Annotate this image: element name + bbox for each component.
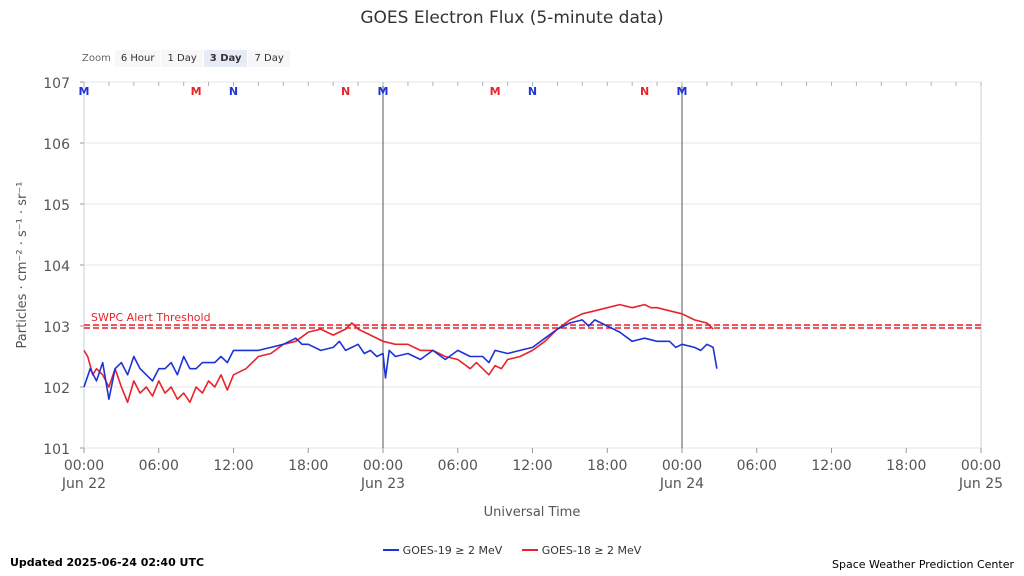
- y-tick-label: 107: [43, 76, 70, 92]
- y-tick-label: 103: [43, 320, 70, 336]
- threshold-label: SWPC Alert Threshold: [91, 311, 211, 324]
- legend-item-goes19[interactable]: GOES-19 ≥ 2 MeV: [382, 543, 503, 557]
- marker-label: M: [378, 85, 389, 98]
- legend-swatch-goes19: [382, 549, 399, 551]
- x-tick-label: 06:00: [737, 458, 777, 474]
- x-tick-label: 00:00: [363, 458, 403, 474]
- zoom-bar: Zoom 6 Hour 1 Day 3 Day 7 Day: [82, 50, 291, 67]
- legend-label-goes19: GOES-19 ≥ 2 MeV: [402, 543, 503, 557]
- alert-threshold: SWPC Alert Threshold: [84, 311, 981, 329]
- x-tick-label: 18:00: [587, 458, 627, 474]
- y-tick-label: 104: [43, 259, 70, 275]
- x-tick-label: 06:00: [438, 458, 478, 474]
- x-tick-date-label: Jun 22: [61, 476, 106, 492]
- zoom-1-day-button[interactable]: 1 Day: [161, 50, 203, 67]
- y-axis-label: Particles · cm⁻² · s⁻¹ · sr⁻¹: [15, 182, 30, 349]
- x-tick-date-label: Jun 23: [360, 476, 405, 492]
- y-tick-label: 106: [43, 137, 70, 153]
- marker-label: N: [528, 85, 537, 98]
- x-tick-date-label: Jun 24: [659, 476, 704, 492]
- x-tick-label: 00:00: [961, 458, 1001, 474]
- source-credit: Space Weather Prediction Center: [832, 558, 1014, 571]
- marker-label: N: [640, 85, 649, 98]
- x-tick-date-label: Jun 25: [958, 476, 1003, 492]
- x-tick-label: 18:00: [886, 458, 926, 474]
- series-line-goes19: [83, 319, 718, 400]
- x-tick-label: 12:00: [213, 458, 253, 474]
- data-series: [83, 303, 718, 404]
- legend-item-goes18[interactable]: GOES-18 ≥ 2 MeV: [521, 543, 642, 557]
- x-axis-label: Universal Time: [484, 505, 581, 520]
- marker-label: M: [191, 85, 202, 98]
- y-tick-label: 105: [43, 198, 70, 214]
- updated-timestamp: Updated 2025-06-24 02:40 UTC: [10, 556, 205, 569]
- x-tick-label: 18:00: [288, 458, 328, 474]
- y-axis: 101 102 103 104 105 106 107: [43, 76, 84, 458]
- y-tick-label: 102: [43, 381, 70, 397]
- marker-label: M: [677, 85, 688, 98]
- legend-label-goes18: GOES-18 ≥ 2 MeV: [541, 543, 642, 557]
- x-tick-label: 12:00: [512, 458, 552, 474]
- zoom-3-day-button[interactable]: 3 Day: [203, 50, 248, 67]
- marker-label: N: [229, 85, 238, 98]
- marker-label: M: [490, 85, 501, 98]
- x-tick-label: 00:00: [64, 458, 104, 474]
- marker-label: N: [341, 85, 350, 98]
- x-tick-label: 06:00: [139, 458, 179, 474]
- zoom-6-hour-button[interactable]: 6 Hour: [114, 50, 161, 67]
- zoom-7-day-button[interactable]: 7 Day: [248, 50, 290, 67]
- x-tick-label: 12:00: [811, 458, 851, 474]
- legend-swatch-goes18: [521, 549, 538, 551]
- legend: GOES-19 ≥ 2 MeV GOES-18 ≥ 2 MeV: [0, 541, 1024, 557]
- x-tick-label: 00:00: [662, 458, 702, 474]
- y-tick-label: 101: [43, 442, 70, 458]
- series-line-goes18: [83, 303, 714, 404]
- zoom-label: Zoom: [82, 53, 111, 64]
- marker-label: M: [79, 85, 90, 98]
- chart-title: GOES Electron Flux (5-minute data): [360, 8, 663, 28]
- x-axis: 00:00 Jun 22 06:00 12:00 18:00 00:00 Jun 23 06:…: [61, 82, 1003, 492]
